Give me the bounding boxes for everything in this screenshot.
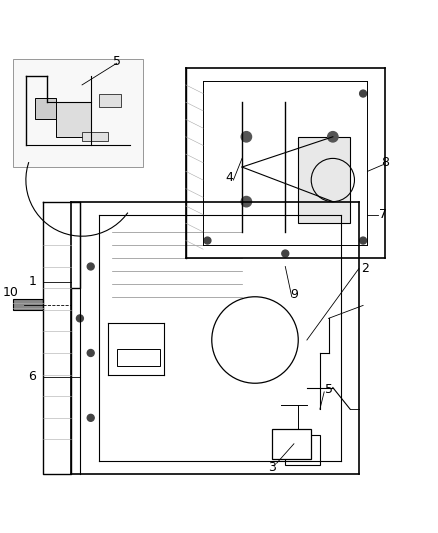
Bar bbox=[35, 98, 56, 119]
Text: 9: 9 bbox=[290, 288, 298, 301]
Circle shape bbox=[241, 132, 251, 142]
Text: 4: 4 bbox=[225, 172, 233, 184]
Circle shape bbox=[87, 350, 94, 357]
Text: 5: 5 bbox=[325, 383, 332, 396]
Bar bbox=[82, 133, 108, 141]
Circle shape bbox=[360, 90, 367, 97]
Circle shape bbox=[241, 197, 251, 207]
Text: 7: 7 bbox=[378, 208, 387, 221]
Bar bbox=[56, 102, 91, 137]
Text: 3: 3 bbox=[268, 461, 276, 474]
Text: 10: 10 bbox=[3, 286, 19, 299]
Circle shape bbox=[77, 315, 83, 322]
Circle shape bbox=[204, 237, 211, 244]
Circle shape bbox=[87, 263, 94, 270]
Circle shape bbox=[282, 250, 289, 257]
Text: 8: 8 bbox=[381, 156, 389, 169]
Circle shape bbox=[360, 237, 367, 244]
Text: 6: 6 bbox=[28, 370, 36, 383]
Text: 1: 1 bbox=[28, 275, 36, 288]
Bar bbox=[13, 59, 143, 167]
Circle shape bbox=[87, 414, 94, 421]
Bar bbox=[285, 435, 320, 465]
Bar bbox=[272, 429, 311, 459]
Circle shape bbox=[328, 132, 338, 142]
Text: 5: 5 bbox=[113, 54, 120, 68]
Bar bbox=[298, 137, 350, 223]
Bar bbox=[13, 299, 43, 310]
Bar bbox=[99, 94, 121, 107]
Bar bbox=[117, 349, 160, 366]
Text: 2: 2 bbox=[361, 262, 369, 275]
